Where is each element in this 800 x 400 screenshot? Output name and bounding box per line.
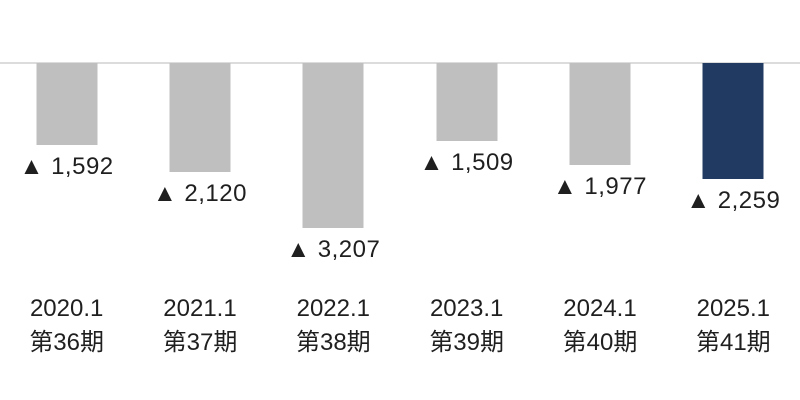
chart-column: ▲ 1,977 2024.1 第40期 — [533, 0, 666, 400]
value-label: ▲ 2,120 — [152, 180, 247, 207]
x-axis-label-year: 2025.1 — [696, 295, 771, 322]
x-axis-label-year: 2022.1 — [296, 295, 371, 322]
value-label: ▲ 1,977 — [552, 173, 647, 200]
loss-bar — [702, 63, 764, 179]
x-axis-label: 2023.1 第39期 — [400, 292, 533, 360]
x-axis-label-period: 第37期 — [162, 329, 238, 356]
x-axis-label-year: 2024.1 — [563, 295, 637, 322]
x-axis-label-year: 2021.1 — [163, 295, 237, 322]
x-axis-label: 2020.1 第36期 — [0, 292, 133, 360]
chart-column: ▲ 2,259 2025.1 第41期 — [667, 0, 800, 400]
chart-column: ▲ 1,509 2023.1 第39期 — [400, 0, 533, 400]
chart-column: ▲ 2,120 2021.1 第37期 — [133, 0, 266, 400]
zero-axis-line — [0, 62, 800, 64]
x-axis-label-period: 第40期 — [562, 329, 638, 356]
value-label: ▲ 3,207 — [286, 236, 381, 263]
value-label: ▲ 1,509 — [419, 149, 514, 176]
x-axis-label-period: 第41期 — [695, 329, 771, 356]
x-axis-label-period: 第36期 — [29, 329, 105, 356]
x-axis-label: 2025.1 第41期 — [667, 292, 800, 360]
x-axis-label: 2024.1 第40期 — [533, 292, 666, 360]
x-axis-label-year: 2023.1 — [429, 295, 504, 322]
x-axis-label-period: 第38期 — [295, 329, 371, 356]
x-axis-label: 2022.1 第38期 — [267, 292, 400, 360]
chart-column: ▲ 3,207 2022.1 第38期 — [267, 0, 400, 400]
x-axis-label-year: 2020.1 — [29, 295, 104, 322]
x-axis-label-period: 第39期 — [429, 329, 505, 356]
loss-bar — [36, 63, 98, 145]
loss-bar — [436, 63, 498, 141]
x-axis-label: 2021.1 第37期 — [133, 292, 266, 360]
chart-column: ▲ 1,592 2020.1 第36期 — [0, 0, 133, 400]
loss-bar — [169, 63, 231, 172]
loss-bar — [302, 63, 364, 228]
value-label: ▲ 1,592 — [19, 153, 114, 180]
loss-bar — [569, 63, 631, 165]
value-label: ▲ 2,259 — [686, 187, 781, 214]
